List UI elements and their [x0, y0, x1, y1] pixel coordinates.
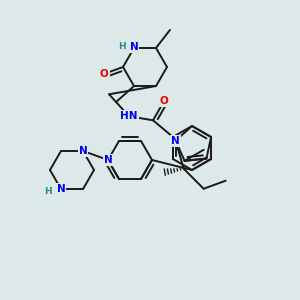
Text: O: O — [160, 96, 168, 106]
Text: N: N — [130, 42, 138, 52]
Text: O: O — [100, 69, 109, 79]
Text: H: H — [118, 42, 126, 51]
Text: N: N — [79, 146, 87, 156]
Text: N: N — [57, 184, 65, 194]
Text: N: N — [103, 155, 112, 165]
Text: HN: HN — [120, 111, 138, 121]
Text: H: H — [44, 187, 52, 196]
Text: N: N — [171, 136, 180, 146]
